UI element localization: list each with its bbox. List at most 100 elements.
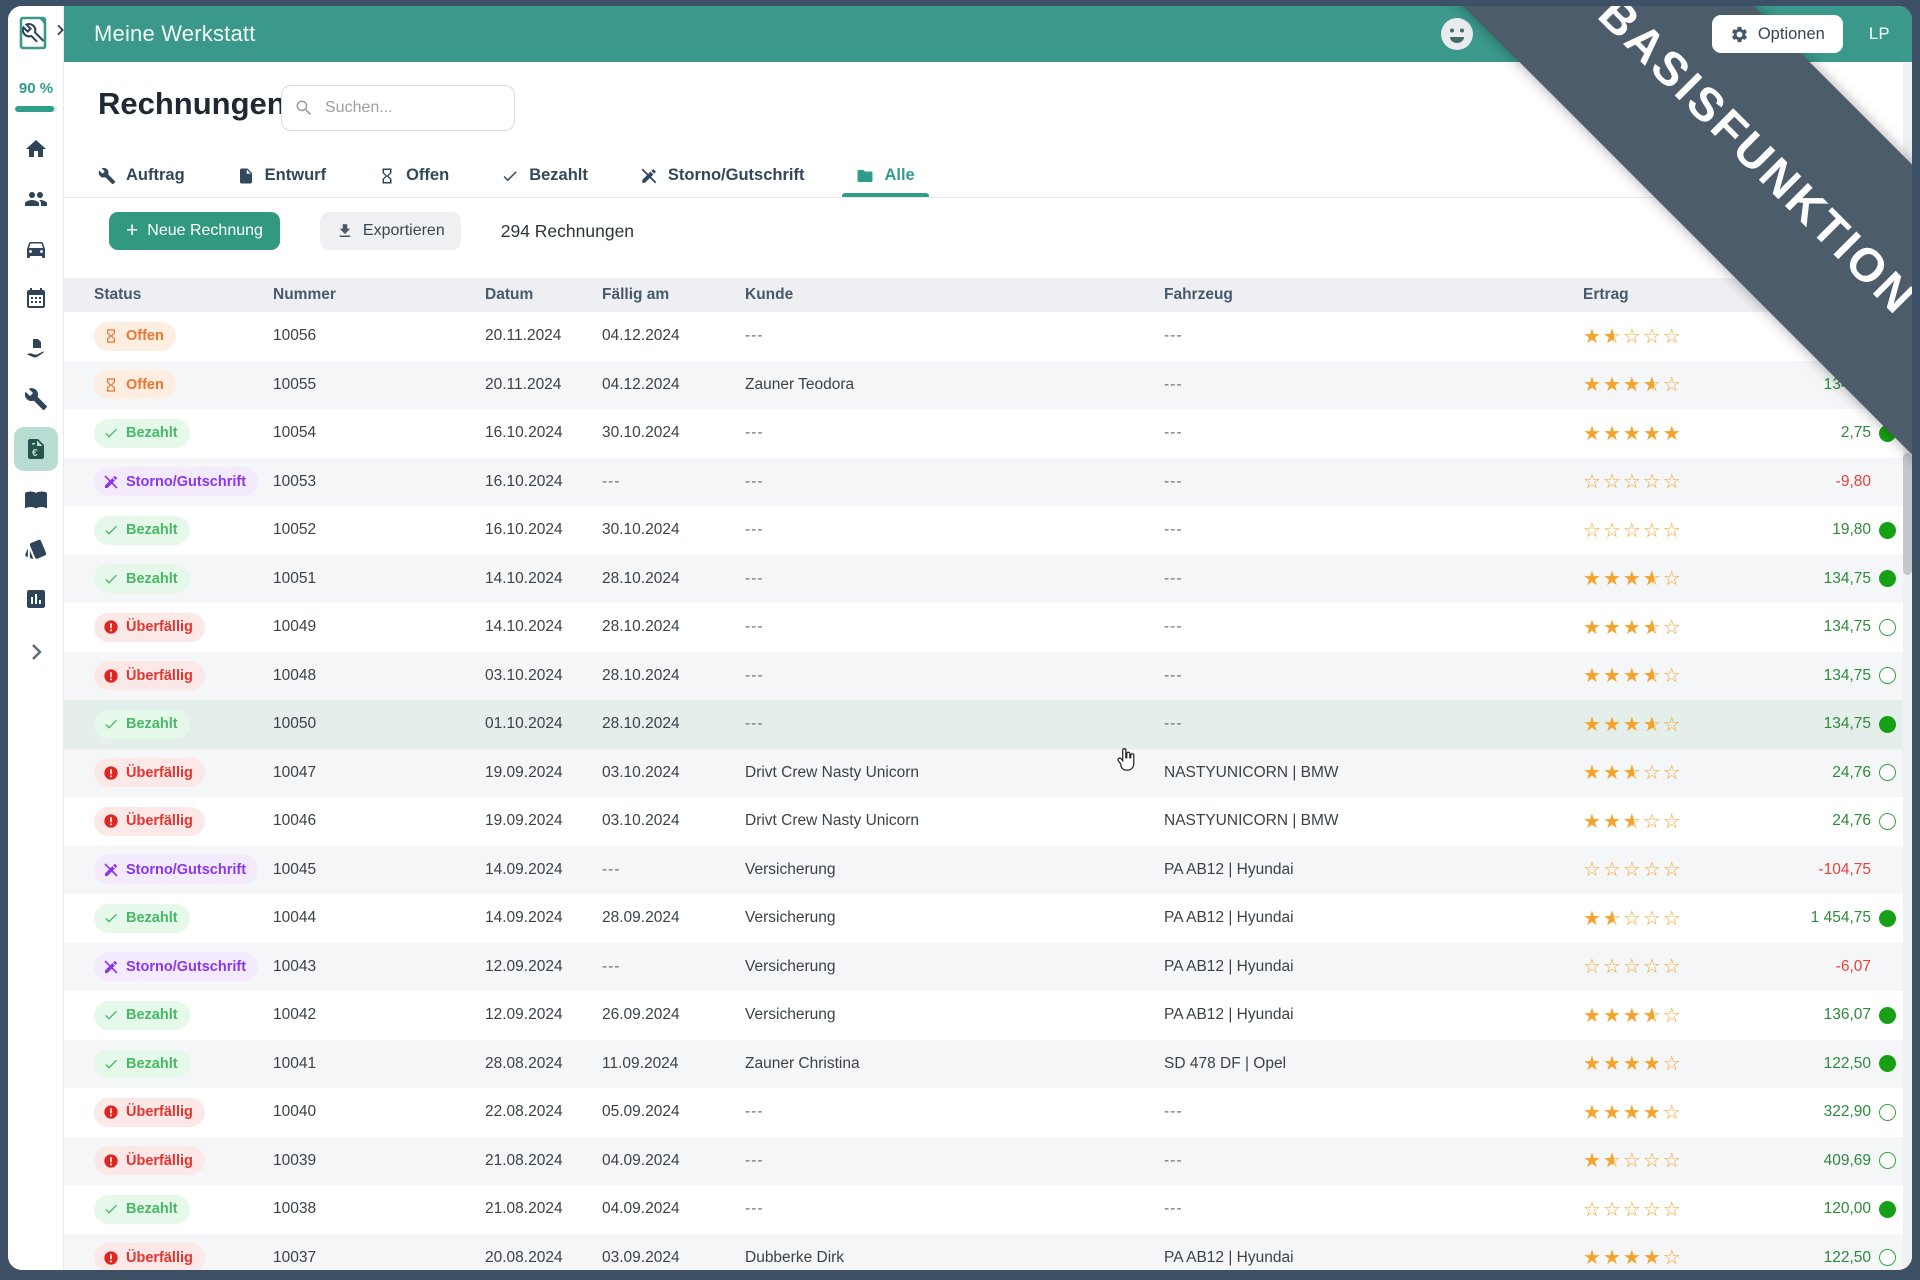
- cell-datum: 20.08.2024: [485, 1249, 602, 1267]
- status-badge: Storno/Gutschrift: [94, 467, 258, 496]
- cell-fahrzeug: NASTYUNICORN | BMW: [1164, 812, 1583, 830]
- table-row[interactable]: Überfällig1004803.10.202428.10.2024-----…: [64, 652, 1912, 701]
- tab-storno-gutschrift[interactable]: Storno/Gutschrift: [640, 154, 805, 197]
- sidebar-item-customers[interactable]: [14, 177, 58, 221]
- rating-stars: ★☆★☆☆☆: [1583, 1148, 1724, 1173]
- tab-offen[interactable]: Offen: [378, 154, 449, 197]
- cell-nummer: 10042: [273, 1006, 485, 1024]
- sidebar-item-catalog[interactable]: [14, 477, 58, 521]
- cell-faellig: 28.09.2024: [602, 909, 745, 927]
- hand-over-document-icon: [24, 337, 48, 361]
- table-row[interactable]: Bezahlt1004128.08.202411.09.2024Zauner C…: [64, 1040, 1912, 1089]
- alert-circle-icon: [103, 1104, 119, 1120]
- rating-stars: ☆☆☆☆☆: [1583, 857, 1724, 882]
- cell-fahrzeug: PA AB12 | Hyundai: [1164, 909, 1583, 927]
- cell-kunde: Dubberke Dirk: [745, 1249, 1164, 1267]
- table-row[interactable]: Überfällig1004619.09.202403.10.2024Drivt…: [64, 797, 1912, 846]
- table-row[interactable]: Bezahlt1004212.09.202426.09.2024Versiche…: [64, 991, 1912, 1040]
- search-input[interactable]: [323, 98, 502, 118]
- sidebar-item-tags[interactable]: [14, 527, 58, 571]
- rating-stars: ☆☆☆☆☆: [1583, 1197, 1724, 1222]
- sidebar-item-vehicles[interactable]: [14, 227, 58, 271]
- table-row[interactable]: Überfällig1004719.09.202403.10.2024Drivt…: [64, 749, 1912, 798]
- cell-nummer: 10050: [273, 715, 485, 733]
- table-row[interactable]: Überfällig1004022.08.202405.09.2024-----…: [64, 1088, 1912, 1137]
- table-row[interactable]: Bezahlt1005416.10.202430.10.2024------★★…: [64, 409, 1912, 458]
- table-rows: Offen1005620.11.202404.12.2024------★☆★☆…: [64, 312, 1912, 1270]
- tab-bezahlt[interactable]: Bezahlt: [501, 154, 588, 197]
- cell-kunde: ---: [745, 1152, 1164, 1170]
- cell-kunde: ---: [745, 473, 1164, 491]
- check-icon: [103, 425, 119, 441]
- invoice-count: 294 Rechnungen: [501, 221, 634, 242]
- column-header[interactable]: Kunde: [745, 286, 1164, 304]
- cell-kunde: ---: [745, 715, 1164, 733]
- cell-kunde: ---: [745, 570, 1164, 588]
- table-row[interactable]: Überfällig1003720.08.202403.09.2024Dubbe…: [64, 1234, 1912, 1271]
- scrollbar-thumb[interactable]: [1903, 453, 1912, 575]
- cell-datum: 16.10.2024: [485, 473, 602, 491]
- table-row[interactable]: Offen1005520.11.202404.12.2024Zauner Teo…: [64, 361, 1912, 410]
- tab-auftrag[interactable]: Auftrag: [98, 154, 185, 197]
- table-row[interactable]: Storno/Gutschrift1005316.10.2024--------…: [64, 458, 1912, 507]
- user-avatar-initials[interactable]: LP: [1869, 25, 1890, 44]
- paid-indicator-circle: [1879, 910, 1896, 927]
- export-button[interactable]: Exportieren: [320, 212, 461, 250]
- cell-fahrzeug: ---: [1164, 424, 1583, 442]
- column-header[interactable]: Status: [64, 286, 273, 304]
- options-button[interactable]: Optionen: [1712, 15, 1843, 53]
- wrench-icon: [24, 387, 48, 411]
- sidebar-item-invoices[interactable]: €: [14, 427, 58, 471]
- rating-stars: ★★★☆★☆: [1583, 615, 1724, 640]
- tab-alle[interactable]: Alle: [856, 154, 914, 197]
- sidebar-item-handover[interactable]: [14, 327, 58, 371]
- column-header[interactable]: Fahrzeug: [1164, 286, 1583, 304]
- table-row[interactable]: Offen1005620.11.202404.12.2024------★☆★☆…: [64, 312, 1912, 361]
- paid-indicator-circle: [1879, 667, 1896, 684]
- table-row[interactable]: Bezahlt1005001.10.202428.10.2024------★★…: [64, 700, 1912, 749]
- check-icon: [103, 571, 119, 587]
- column-header[interactable]: Datum: [485, 286, 602, 304]
- column-header[interactable]: Nummer: [273, 286, 485, 304]
- cell-fahrzeug: SD 478 DF | Opel: [1164, 1055, 1583, 1073]
- search-box[interactable]: [281, 85, 515, 131]
- tab-entwurf[interactable]: Entwurf: [237, 154, 326, 197]
- status-badge: Überfällig: [94, 807, 205, 836]
- table-row[interactable]: Storno/Gutschrift1004514.09.2024---Versi…: [64, 846, 1912, 895]
- cell-nummer: 10037: [273, 1249, 485, 1267]
- column-header[interactable]: Ertrag: [1583, 286, 1724, 304]
- status-badge: Überfällig: [94, 1243, 205, 1270]
- table-row[interactable]: Bezahlt1005216.10.202430.10.2024------☆☆…: [64, 506, 1912, 555]
- cell-faellig: 28.10.2024: [602, 618, 745, 636]
- usage-percent: 90 %: [8, 80, 64, 97]
- new-invoice-button[interactable]: + Neue Rechnung: [109, 212, 280, 250]
- workshop-logo-icon[interactable]: [15, 14, 53, 52]
- cell-faellig: 30.10.2024: [602, 521, 745, 539]
- sidebar-nav: €: [8, 124, 64, 677]
- sidebar-item-home[interactable]: [14, 127, 58, 171]
- table-row[interactable]: Storno/Gutschrift1004312.09.2024---Versi…: [64, 943, 1912, 992]
- sidebar-item-services[interactable]: [14, 377, 58, 421]
- cell-faellig: ---: [602, 958, 745, 976]
- table-row[interactable]: Überfällig1003921.08.202404.09.2024-----…: [64, 1137, 1912, 1186]
- rating-stars: ☆☆☆☆☆: [1583, 518, 1724, 543]
- cell-faellig: 30.10.2024: [602, 424, 745, 442]
- sidebar-item-calendar[interactable]: [14, 277, 58, 321]
- sidebar-expand-chevron-icon[interactable]: [14, 630, 58, 674]
- rating-stars: ★★★★★: [1583, 421, 1724, 446]
- sidebar-item-statistics[interactable]: [14, 577, 58, 621]
- check-icon: [103, 1056, 119, 1072]
- table-row[interactable]: Bezahlt1005114.10.202428.10.2024------★★…: [64, 555, 1912, 604]
- cell-ertrag: 134,75: [1724, 570, 1912, 588]
- table-row[interactable]: Bezahlt1003821.08.202404.09.2024------☆☆…: [64, 1185, 1912, 1234]
- cell-datum: 16.10.2024: [485, 521, 602, 539]
- cell-nummer: 10045: [273, 861, 485, 879]
- table-row[interactable]: Bezahlt1004414.09.202428.09.2024Versiche…: [64, 894, 1912, 943]
- sidebar-collapse-chevron-icon[interactable]: [52, 22, 68, 43]
- table-row[interactable]: Überfällig1004914.10.202428.10.2024-----…: [64, 603, 1912, 652]
- rating-stars: ★★★★☆: [1583, 1245, 1724, 1270]
- paid-indicator-circle: [1879, 1249, 1896, 1266]
- smiley-icon[interactable]: [1440, 17, 1474, 51]
- column-header[interactable]: Fällig am: [602, 286, 745, 304]
- paid-indicator-circle: [1879, 813, 1896, 830]
